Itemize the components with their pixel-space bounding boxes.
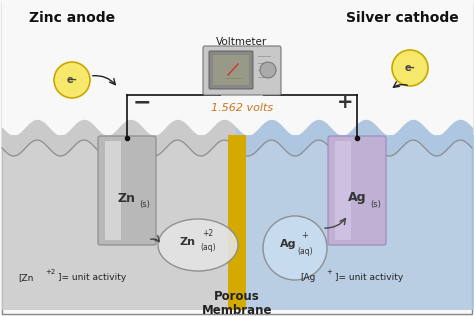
Text: −: − <box>133 92 151 112</box>
Circle shape <box>392 50 428 86</box>
FancyBboxPatch shape <box>105 141 121 240</box>
FancyBboxPatch shape <box>203 46 281 95</box>
Text: [Zn: [Zn <box>18 274 33 283</box>
Text: (aq): (aq) <box>297 247 313 257</box>
FancyBboxPatch shape <box>98 136 156 245</box>
Text: (s): (s) <box>139 199 150 209</box>
Text: +: + <box>326 269 332 275</box>
FancyBboxPatch shape <box>2 135 236 310</box>
Text: ]= unit activity: ]= unit activity <box>335 274 403 283</box>
Ellipse shape <box>158 219 238 271</box>
Text: e-: e- <box>405 63 415 73</box>
FancyBboxPatch shape <box>213 55 249 85</box>
Text: +2: +2 <box>45 269 55 275</box>
Text: Zn: Zn <box>180 237 196 247</box>
Text: Membrane: Membrane <box>202 303 272 316</box>
FancyBboxPatch shape <box>2 2 472 314</box>
Text: Voltmeter: Voltmeter <box>216 37 268 47</box>
Circle shape <box>263 216 327 280</box>
Text: [Ag: [Ag <box>300 274 315 283</box>
Text: Ag: Ag <box>348 191 366 204</box>
Text: (aq): (aq) <box>200 244 216 252</box>
FancyBboxPatch shape <box>228 135 246 310</box>
Text: Silver cathode: Silver cathode <box>346 11 458 25</box>
FancyBboxPatch shape <box>335 141 351 240</box>
Circle shape <box>260 62 276 78</box>
Text: Zn: Zn <box>118 191 136 204</box>
Text: (s): (s) <box>371 199 382 209</box>
Circle shape <box>54 62 90 98</box>
Text: e-: e- <box>67 75 77 85</box>
FancyBboxPatch shape <box>328 136 386 245</box>
Text: ]= unit activity: ]= unit activity <box>58 274 126 283</box>
Text: +: + <box>301 232 309 240</box>
Text: +2: +2 <box>202 229 214 239</box>
FancyBboxPatch shape <box>236 135 474 310</box>
Text: Ag: Ag <box>280 239 296 249</box>
Text: Porous: Porous <box>214 289 260 302</box>
Text: +: + <box>337 93 353 112</box>
Text: 1.562 volts: 1.562 volts <box>211 103 273 113</box>
FancyBboxPatch shape <box>209 51 253 89</box>
Text: Zinc anode: Zinc anode <box>29 11 115 25</box>
